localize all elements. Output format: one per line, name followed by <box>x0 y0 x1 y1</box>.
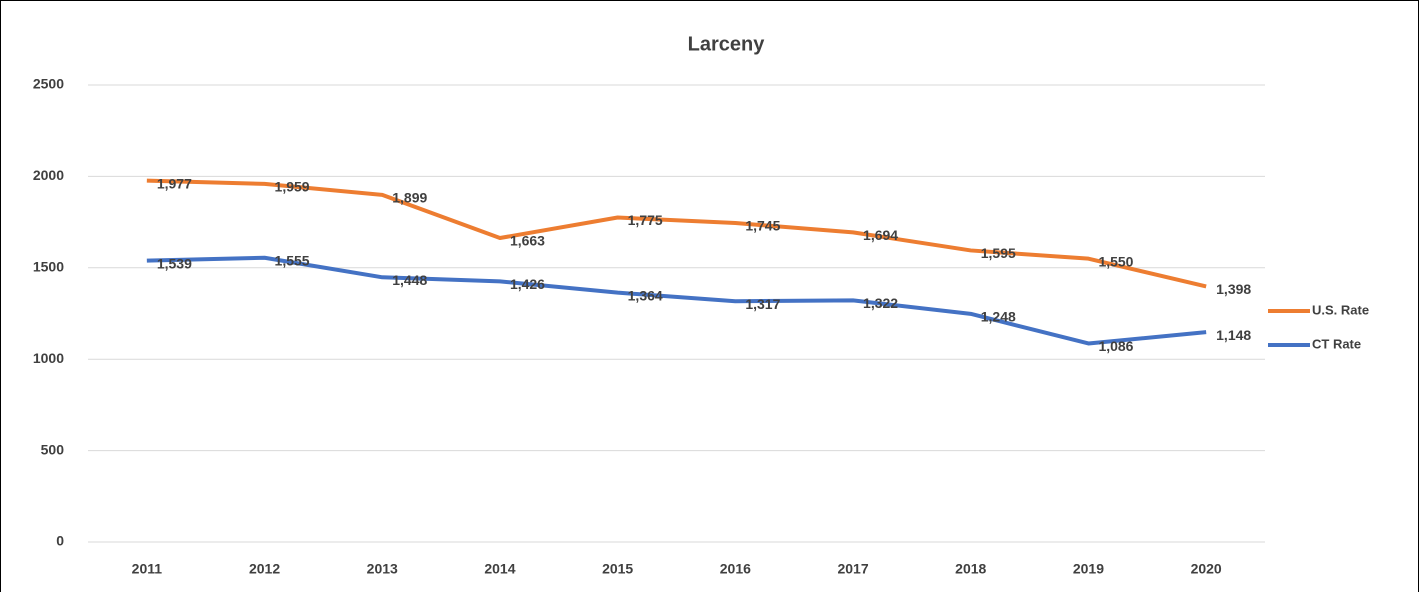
x-tick-label: 2016 <box>720 561 751 577</box>
data-label: 1,448 <box>392 272 427 288</box>
legend-label: U.S. Rate <box>1312 302 1369 317</box>
data-label: 1,317 <box>745 296 780 312</box>
x-tick-label: 2017 <box>837 561 868 577</box>
line-series <box>146 178 1207 289</box>
data-label: 1,426 <box>510 276 545 292</box>
x-tick-label: 2013 <box>367 561 398 577</box>
x-tick-label: 2014 <box>484 561 515 577</box>
data-label: 1,550 <box>1098 253 1133 269</box>
legend-label: CT Rate <box>1312 336 1361 351</box>
y-tick-label: 1000 <box>33 350 64 366</box>
data-label: 1,745 <box>745 218 780 234</box>
x-tick-label: 2012 <box>249 561 280 577</box>
data-label: 1,663 <box>510 233 545 249</box>
line-series <box>146 255 1207 346</box>
y-tick-label: 2500 <box>33 76 64 92</box>
data-label: 1,899 <box>392 190 427 206</box>
y-tick-label: 2000 <box>33 167 64 183</box>
data-label: 1,959 <box>275 179 310 195</box>
x-tick-label: 2019 <box>1073 561 1104 577</box>
data-label: 1,148 <box>1216 327 1251 343</box>
x-tick-label: 2015 <box>602 561 633 577</box>
x-tick-label: 2018 <box>955 561 986 577</box>
data-label: 1,398 <box>1216 281 1251 297</box>
data-label: 1,364 <box>628 287 663 303</box>
y-tick-label: 1500 <box>33 259 64 275</box>
y-tick-label: 500 <box>41 441 65 457</box>
y-tick-label: 0 <box>56 533 64 549</box>
data-label: 1,775 <box>628 212 663 228</box>
data-label: 1,248 <box>981 309 1016 325</box>
data-label: 1,539 <box>157 255 192 271</box>
data-label: 1,322 <box>863 295 898 311</box>
x-tick-label: 2020 <box>1191 561 1222 577</box>
data-label: 1,595 <box>981 245 1016 261</box>
data-label: 1,555 <box>275 252 310 268</box>
data-label: 1,694 <box>863 227 898 243</box>
data-label: 1,977 <box>157 175 192 191</box>
x-tick-label: 2011 <box>132 561 163 577</box>
data-label: 1,086 <box>1098 338 1133 354</box>
chart-title: Larceny <box>688 33 766 55</box>
